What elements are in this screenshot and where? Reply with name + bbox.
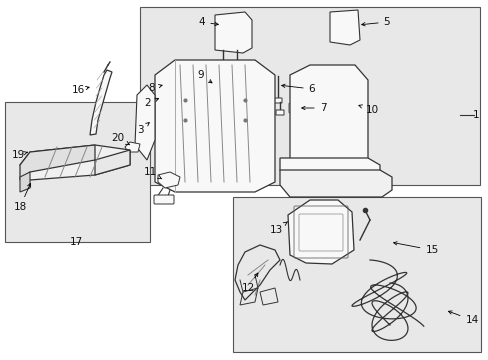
Text: 1: 1 <box>472 110 478 120</box>
Polygon shape <box>95 150 130 175</box>
Polygon shape <box>20 145 95 180</box>
Polygon shape <box>155 60 274 192</box>
FancyBboxPatch shape <box>210 86 224 96</box>
Text: 8: 8 <box>148 83 162 93</box>
Text: 18: 18 <box>13 183 31 212</box>
Text: 10: 10 <box>358 105 378 115</box>
Polygon shape <box>20 172 30 192</box>
Polygon shape <box>158 172 180 188</box>
Polygon shape <box>287 200 353 264</box>
Text: 12: 12 <box>241 273 257 293</box>
Text: 5: 5 <box>361 17 389 27</box>
Polygon shape <box>160 77 178 92</box>
Text: 13: 13 <box>269 222 287 235</box>
FancyBboxPatch shape <box>265 98 282 103</box>
Bar <box>5 102 150 242</box>
Bar <box>232 197 480 352</box>
Text: 19: 19 <box>11 150 27 160</box>
Polygon shape <box>289 65 367 170</box>
Polygon shape <box>90 70 112 135</box>
FancyBboxPatch shape <box>288 103 315 113</box>
Polygon shape <box>215 12 251 53</box>
Text: 20: 20 <box>111 133 129 145</box>
FancyBboxPatch shape <box>275 110 284 115</box>
Polygon shape <box>280 170 391 197</box>
Text: 9: 9 <box>197 70 211 83</box>
Polygon shape <box>125 142 140 152</box>
Text: 4: 4 <box>198 17 218 27</box>
Text: 16: 16 <box>71 85 89 95</box>
Text: 15: 15 <box>393 242 438 255</box>
FancyBboxPatch shape <box>217 63 241 73</box>
Text: 2: 2 <box>144 98 158 108</box>
Text: 14: 14 <box>447 311 478 325</box>
Bar <box>140 7 479 185</box>
Text: 3: 3 <box>137 123 149 135</box>
Text: 17: 17 <box>69 237 82 247</box>
Text: 11: 11 <box>143 167 162 179</box>
Text: 7: 7 <box>301 103 325 113</box>
Polygon shape <box>280 158 379 185</box>
Text: 6: 6 <box>281 84 315 94</box>
Polygon shape <box>20 145 130 180</box>
Polygon shape <box>329 10 359 45</box>
FancyBboxPatch shape <box>154 195 174 204</box>
Polygon shape <box>135 85 155 160</box>
